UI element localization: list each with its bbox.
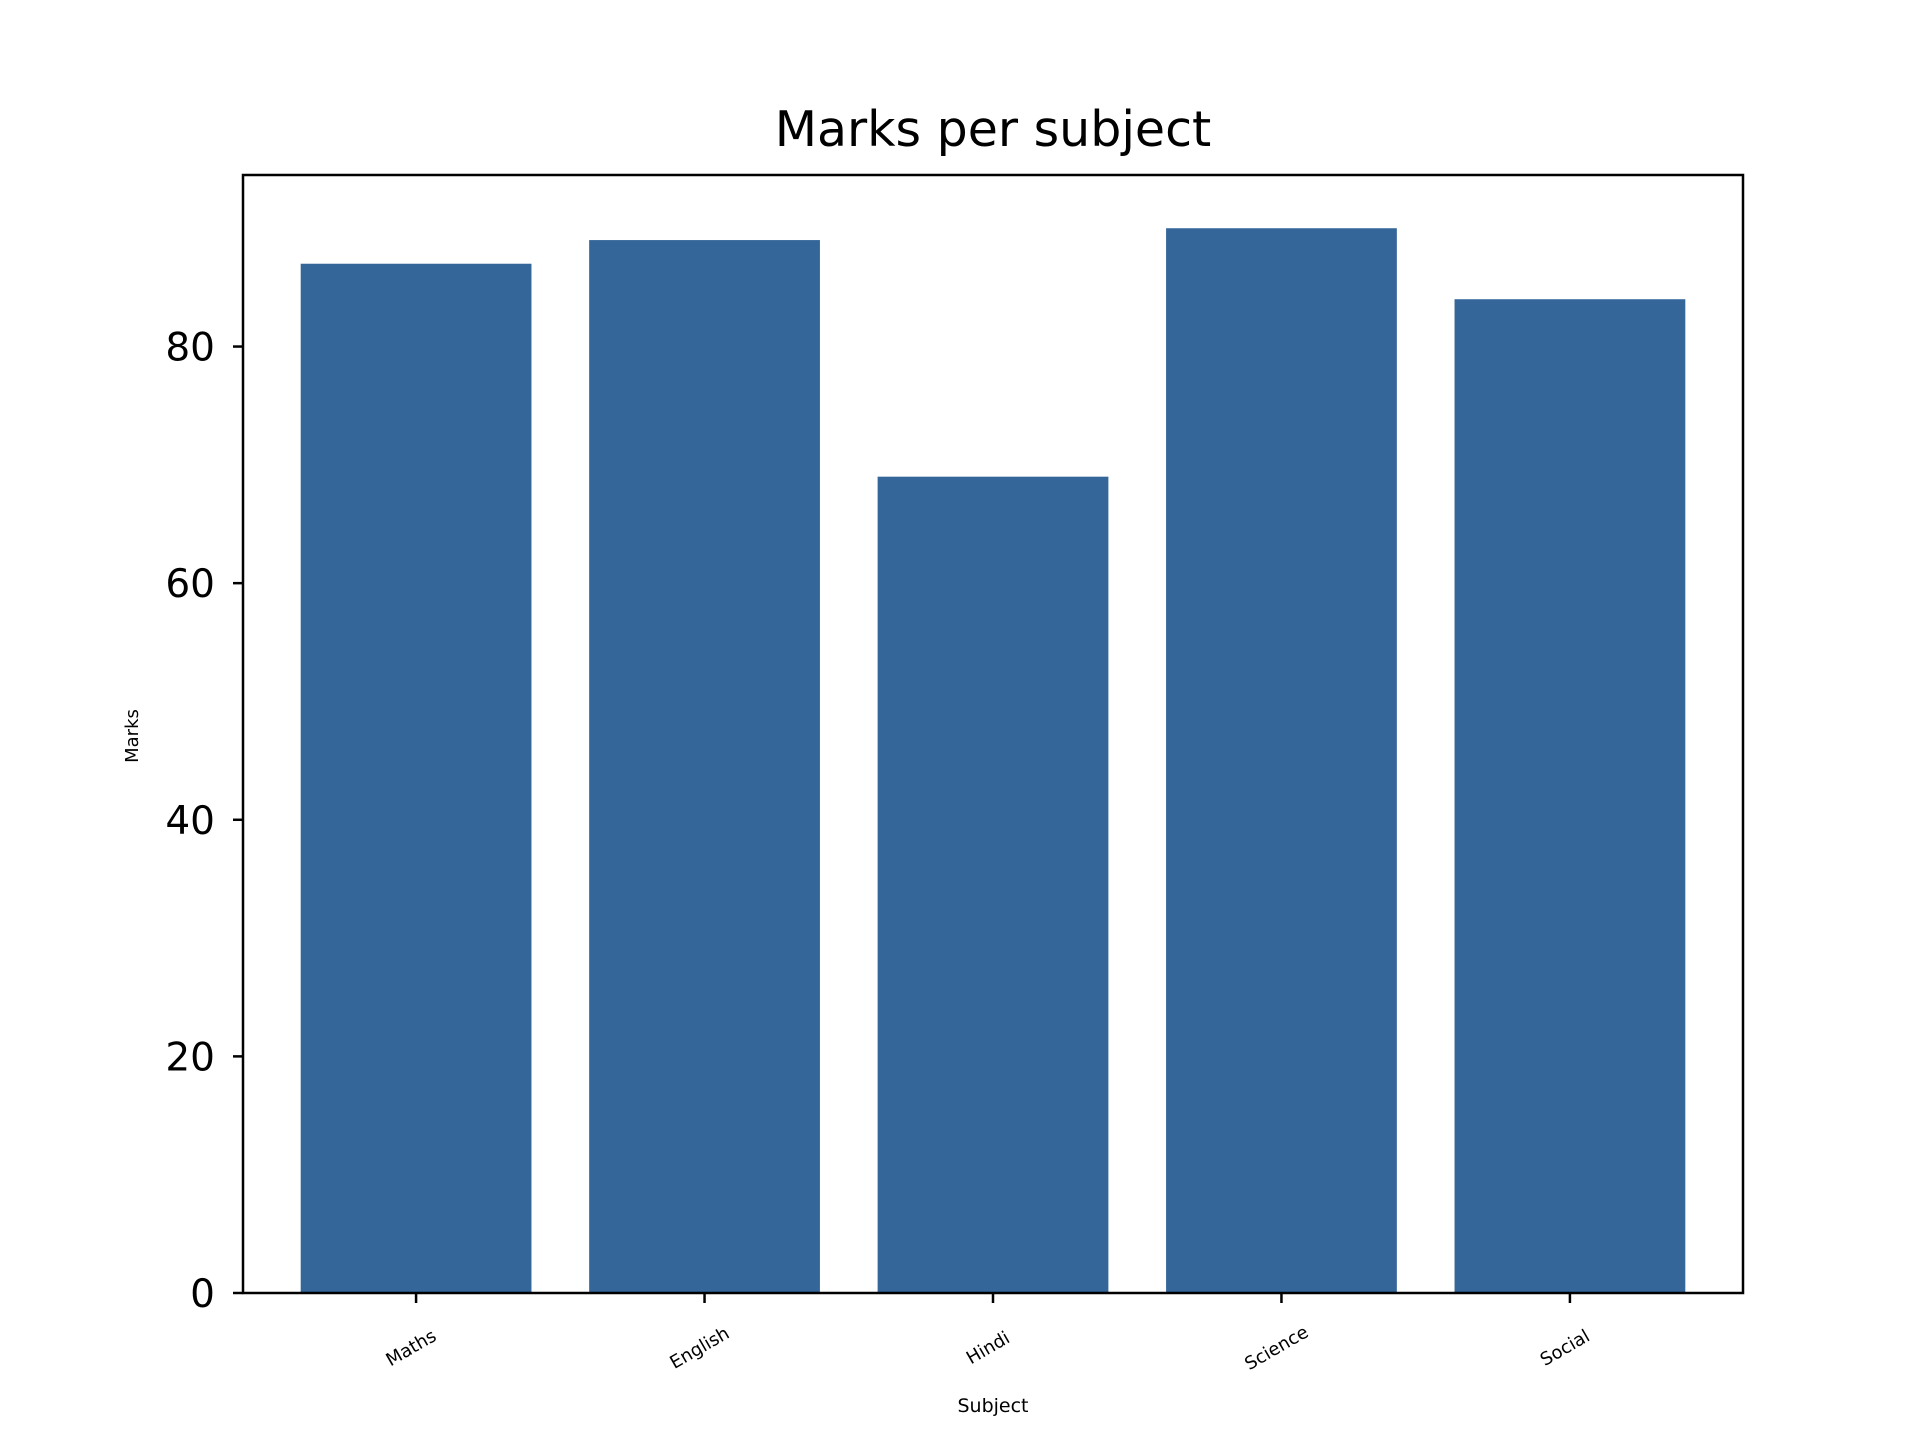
x-axis-label: Subject bbox=[957, 1395, 1028, 1417]
y-axis-ticks: 0 20 40 60 80 bbox=[165, 326, 243, 1317]
bar-science bbox=[1166, 228, 1397, 1294]
bar-english bbox=[589, 240, 820, 1293]
y-tick-label: 80 bbox=[165, 326, 215, 371]
y-tick-label: 60 bbox=[165, 562, 215, 607]
bar-maths bbox=[300, 263, 532, 1293]
bar-hindi bbox=[877, 476, 1109, 1294]
bars-layer bbox=[300, 228, 1686, 1294]
y-tick-label: 40 bbox=[165, 799, 215, 844]
y-axis-label: Marks bbox=[122, 709, 143, 763]
plot-area-frame bbox=[241, 173, 1745, 1295]
chart-title: Marks per subject bbox=[775, 101, 1212, 158]
y-tick-label: 20 bbox=[165, 1035, 215, 1080]
bar-social bbox=[1454, 299, 1686, 1293]
y-tick-label: 0 bbox=[190, 1272, 215, 1317]
